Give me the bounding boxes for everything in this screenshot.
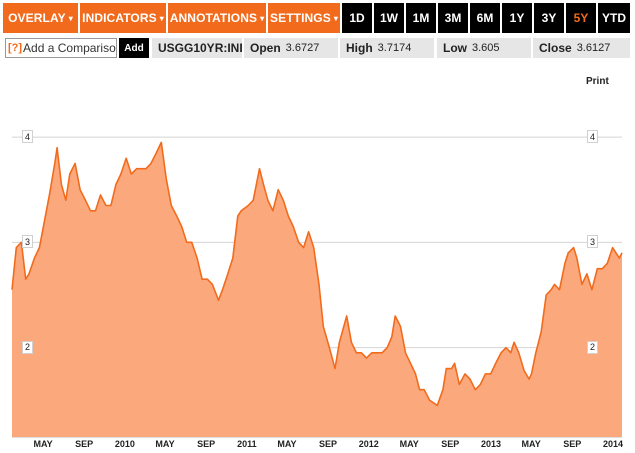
toolbar: OVERLAY ▾ INDICATORS ▾ ANNOTATIONS ▾ SETTIN… [0,0,635,36]
compare-input[interactable] [23,40,116,56]
indicators-menu-button[interactable]: INDICATORS ▾ [80,3,166,33]
close-field: Close 3.6127 [533,38,630,58]
x-tick-label: MAY [277,439,297,449]
help-icon[interactable]: [?] [8,42,23,54]
x-tick-label: MAY [399,439,419,449]
chevron-down-icon: ▾ [159,13,164,23]
range-5y-button[interactable]: 5Y [566,3,596,33]
low-value: 3.605 [472,42,500,54]
y-tick-label-right: 3 [587,235,598,249]
x-tick-label: SEP [197,439,216,449]
indicators-menu-label: INDICATORS [82,11,157,25]
series-area [12,142,622,437]
y-tick-label-left: 2 [22,340,33,354]
open-label: Open [250,41,281,55]
settings-menu-button[interactable]: SETTINGS ▾ [268,3,340,33]
high-value: 3.7174 [377,42,412,54]
x-tick-label: 2011 [237,439,257,449]
x-tick-label: SEP [75,439,94,449]
x-tick-label: 2013 [481,439,502,449]
overlay-menu-label: OVERLAY [8,11,66,25]
ticker-symbol: USGG10YR:IND [158,41,242,55]
range-1d-button[interactable]: 1D [342,3,372,33]
range-3m-button[interactable]: 3M [438,3,468,33]
range-1y-button[interactable]: 1Y [502,3,532,33]
print-button[interactable]: Print [586,76,609,87]
x-tick-label: SEP [319,439,338,449]
annotations-menu-button[interactable]: ANNOTATIONS ▾ [168,3,266,33]
y-tick-label-left: 3 [22,235,33,249]
x-tick-label: SEP [441,439,460,449]
range-6m-button[interactable]: 6M [470,3,500,33]
quote-bar: [?] Add USGG10YR:IND Open 3.6727 High 3.71… [0,36,635,60]
chevron-down-icon: ▾ [68,13,73,23]
x-tick-label: 2010 [114,439,135,449]
chevron-down-icon: ▾ [260,13,265,23]
overlay-menu-button[interactable]: OVERLAY ▾ [3,3,78,33]
y-tick-label-left: 4 [22,130,33,144]
series-line [11,141,623,407]
x-tick-label: SEP [563,439,582,449]
x-tick-label: MAY [521,439,541,449]
price-chart[interactable] [0,60,635,453]
close-label: Close [539,41,572,55]
add-comparison-button[interactable]: Add [119,38,149,58]
annotations-menu-label: ANNOTATIONS [169,11,258,25]
chevron-down-icon: ▾ [333,13,338,23]
y-tick-label-right: 2 [587,340,598,354]
x-tick-label: 2012 [358,439,379,449]
close-value: 3.6127 [576,42,611,54]
settings-menu-label: SETTINGS [270,11,331,25]
open-value: 3.6727 [285,42,320,54]
range-1w-button[interactable]: 1W [374,3,404,33]
high-label: High [346,41,373,55]
range-ytd-button[interactable]: YTD [598,3,630,33]
x-tick-label: 2014 [602,439,623,449]
compare-field[interactable]: [?] [5,38,117,58]
low-label: Low [443,41,467,55]
ticker-field: USGG10YR:IND [152,38,242,58]
chart-area: Print 2 2 3 3 4 4 MAY SEP 2010 MAY SEP 2011 MAY SEP 20… [0,60,635,453]
high-field: High 3.7174 [340,38,434,58]
x-tick-label: MAY [33,439,53,449]
open-field: Open 3.6727 [244,38,338,58]
low-field: Low 3.605 [437,38,531,58]
range-1m-button[interactable]: 1M [406,3,436,33]
y-tick-label-right: 4 [587,130,598,144]
range-3y-button[interactable]: 3Y [534,3,564,33]
x-tick-label: MAY [155,439,175,449]
